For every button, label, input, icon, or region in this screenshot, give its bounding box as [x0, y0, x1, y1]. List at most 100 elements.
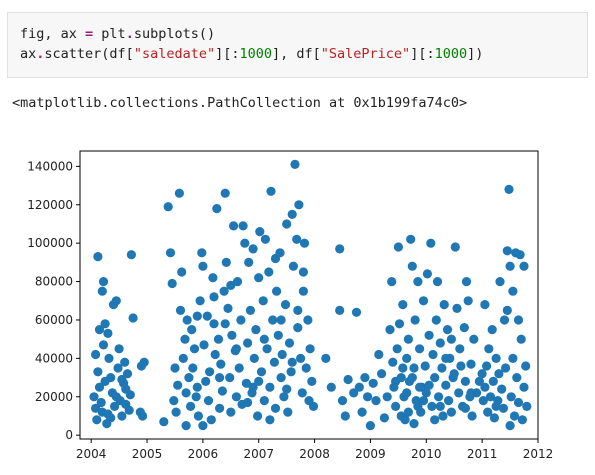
- scatter-point: [215, 403, 225, 413]
- scatter-point: [188, 363, 198, 373]
- code-token: fig, ax: [20, 26, 86, 42]
- scatter-point: [287, 209, 297, 219]
- scatter-point: [122, 369, 133, 379]
- scatter-point: [382, 392, 392, 402]
- scatter-point: [421, 388, 431, 398]
- scatter-point: [393, 242, 403, 252]
- scatter-point: [435, 338, 445, 348]
- scatter-point: [512, 373, 522, 383]
- scatter-point: [94, 382, 105, 392]
- code-cell[interactable]: fig, ax = plt.subplots() ax.scatter(df["…: [7, 12, 588, 78]
- x-tick-label: 2004: [76, 447, 107, 461]
- scatter-point: [192, 382, 202, 392]
- scatter-point: [303, 315, 313, 325]
- scatter-point: [501, 363, 511, 373]
- scatter-point: [272, 286, 282, 296]
- scatter-point: [403, 334, 413, 344]
- scatter-point: [402, 353, 412, 363]
- scatter-point: [243, 338, 253, 348]
- scatter-point: [178, 353, 188, 363]
- scatter-point: [264, 267, 274, 277]
- scatter-point: [273, 330, 283, 340]
- scatter-point: [519, 382, 529, 392]
- scatter-point: [446, 407, 456, 417]
- scatter-point: [163, 202, 173, 212]
- scatter-point: [277, 349, 287, 360]
- scatter-point: [485, 392, 496, 402]
- scatter-point: [432, 277, 443, 287]
- scatter-point: [488, 376, 498, 386]
- scatter-point: [307, 376, 317, 386]
- output-text: <matplotlib.collections.PathCollection a…: [12, 95, 468, 111]
- scatter-point: [279, 392, 289, 402]
- scatter-point: [521, 361, 531, 371]
- scatter-point: [251, 325, 261, 335]
- code-line-1: fig, ax = plt.subplots(): [20, 24, 215, 44]
- scatter-point: [478, 396, 488, 406]
- scatter-point: [459, 323, 469, 333]
- y-tick-label: 60000: [35, 313, 73, 327]
- code-token-number: 1000: [239, 46, 272, 62]
- scatter-point: [259, 396, 269, 406]
- scatter-point: [450, 242, 460, 252]
- scatter-point: [280, 300, 291, 310]
- scatter-point: [276, 373, 286, 383]
- scatter-point: [449, 369, 459, 379]
- scatter-point: [92, 415, 102, 425]
- scatter-point: [225, 373, 235, 383]
- scatter-point: [220, 319, 230, 329]
- code-token: ], df[: [272, 46, 321, 62]
- scatter-point: [439, 300, 449, 310]
- scatter-point: [117, 374, 127, 385]
- scatter-point: [98, 340, 109, 350]
- scatter-point: [430, 415, 440, 425]
- scatter-point: [504, 184, 514, 194]
- scatter-point: [418, 396, 429, 406]
- scatter-point: [170, 363, 180, 373]
- scatter-point: [268, 315, 278, 325]
- scatter-point: [484, 344, 494, 354]
- scatter-point: [91, 403, 101, 413]
- scatter-point: [229, 221, 239, 231]
- scatter-point: [460, 376, 470, 386]
- scatter-point: [418, 296, 429, 306]
- scatter-point: [519, 261, 529, 271]
- scatter-point: [241, 378, 251, 388]
- scatter-point: [442, 325, 453, 335]
- scatter-point: [97, 286, 107, 296]
- scatter-point: [466, 359, 476, 369]
- scatter-point: [435, 401, 445, 411]
- scatter-point: [502, 246, 512, 256]
- scatter-point: [282, 219, 292, 229]
- scatter-point: [298, 286, 308, 296]
- scatter-plot: 020000400006000080000100000120000140000 …: [27, 150, 553, 461]
- y-tick-label: 40000: [35, 351, 73, 365]
- scatter-point: [111, 296, 121, 306]
- scatter-point: [236, 315, 246, 325]
- scatter-point: [286, 367, 296, 377]
- scatter-point: [171, 407, 181, 417]
- scatter-point: [191, 392, 201, 402]
- x-tick-label: 2011: [467, 447, 498, 461]
- code-token-operator: .: [36, 46, 45, 62]
- scatter-point: [198, 421, 208, 431]
- code-token: ][:: [410, 46, 435, 62]
- points-layer: [89, 159, 532, 431]
- scatter-point: [441, 353, 451, 363]
- scatter-point: [349, 388, 359, 398]
- scatter-point: [182, 315, 192, 325]
- scatter-point: [452, 303, 462, 313]
- scatter-point: [474, 376, 484, 386]
- scatter-point: [198, 261, 208, 271]
- scatter-point: [305, 344, 315, 354]
- scatter-point: [354, 382, 364, 392]
- scatter-point: [98, 277, 109, 287]
- scatter-point: [326, 382, 336, 392]
- x-tick-label: 2009: [355, 447, 386, 461]
- scatter-point: [508, 286, 518, 296]
- scatter-point: [480, 382, 490, 392]
- scatter-point: [424, 330, 434, 340]
- scatter-point: [466, 388, 476, 398]
- scatter-point: [409, 363, 419, 373]
- scatter-point: [96, 397, 106, 408]
